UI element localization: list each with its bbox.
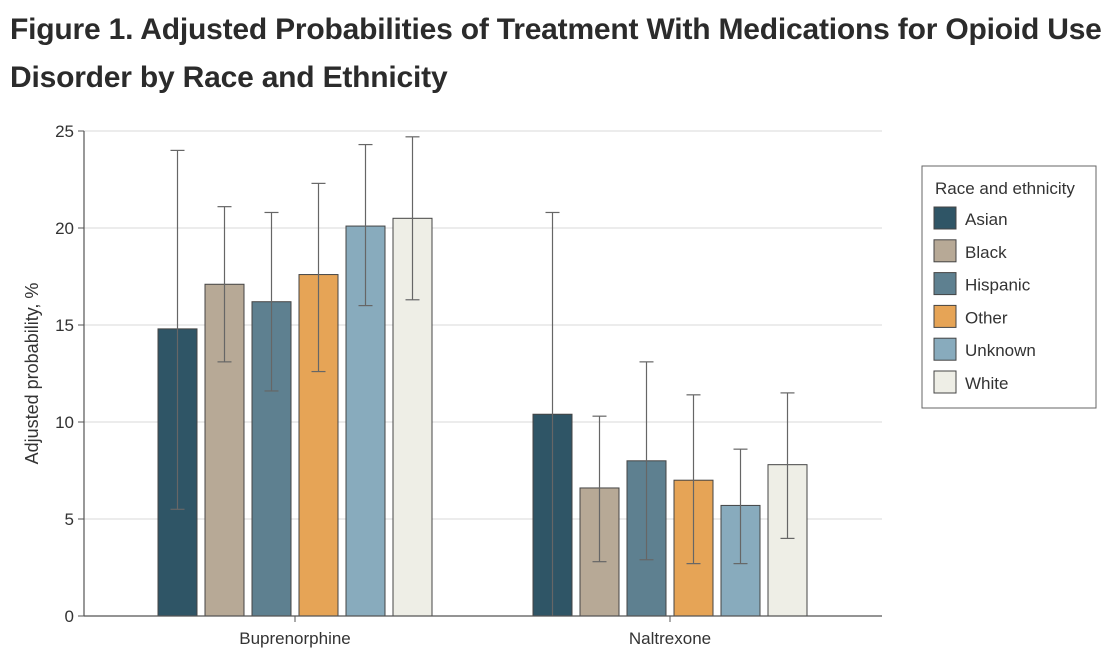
figure-title: Figure 1. Adjusted Probabilities of Trea… — [10, 13, 1102, 94]
y-axis-title: Adjusted probability, % — [22, 283, 42, 465]
y-tick-label: 25 — [55, 122, 74, 141]
y-tick-label: 0 — [65, 607, 74, 626]
legend: Race and ethnicity Asian Black Hispanic Othe… — [921, 165, 1097, 409]
y-tick-label: 10 — [55, 413, 74, 432]
legend-swatch-other — [933, 304, 957, 328]
legend-label-asian: Asian — [965, 210, 1008, 229]
bars — [157, 217, 808, 617]
legend-label-white: White — [965, 374, 1008, 393]
legend-swatch-unknown — [933, 337, 957, 361]
legend-label-unknown: Unknown — [965, 341, 1036, 360]
legend-swatch-hispanic — [933, 272, 957, 296]
legend-title: Race and ethnicity — [935, 179, 1075, 198]
y-tick-label: 15 — [55, 316, 74, 335]
x-tick-label-buprenorphine: Buprenorphine — [239, 629, 351, 648]
legend-swatch-white — [933, 370, 957, 394]
legend-swatch-asian — [933, 206, 957, 230]
x-tick-label-naltrexone: Naltrexone — [629, 629, 711, 648]
legend-label-hispanic: Hispanic — [965, 276, 1031, 295]
grid-lines — [84, 130, 882, 520]
axes: 0 5 10 15 20 25 Adjusted probability, % Bupreno… — [22, 122, 882, 648]
legend-swatch-black — [933, 239, 957, 263]
y-tick-label: 5 — [65, 510, 74, 529]
y-tick-label: 20 — [55, 219, 74, 238]
error-bars — [170, 136, 795, 616]
legend-label-black: Black — [965, 243, 1007, 262]
legend-label-other: Other — [965, 308, 1008, 327]
